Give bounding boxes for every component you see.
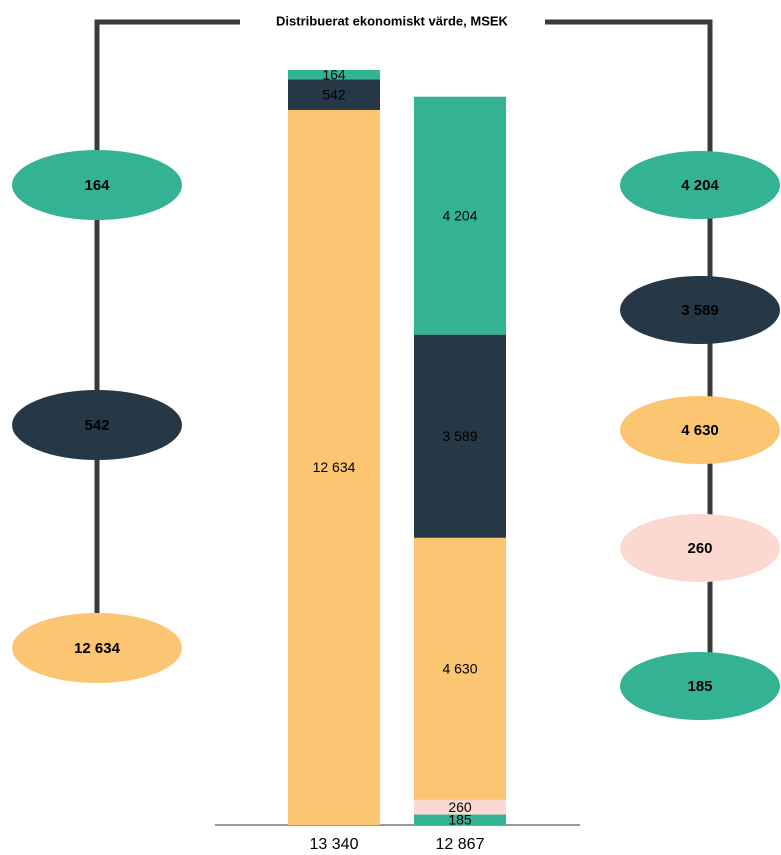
- callout-ellipse: [620, 151, 780, 219]
- callout-label: 260: [687, 540, 712, 557]
- data-label: 3 589: [442, 428, 477, 444]
- callout-ellipse: [620, 396, 780, 464]
- callout-ellipse: [620, 514, 780, 582]
- bar-segment: [414, 96, 506, 335]
- callout-label: 3 589: [681, 302, 719, 319]
- data-label: 4 204: [442, 207, 477, 223]
- x-tick-label: 13 340: [310, 836, 359, 853]
- callout-label: 4 204: [681, 177, 719, 194]
- bar-segment: [414, 334, 506, 538]
- callout-ellipse: [12, 390, 182, 460]
- data-label: 185: [448, 811, 472, 827]
- bracket-left: [94, 19, 240, 650]
- data-label: 164: [322, 66, 346, 82]
- bar-segment: [414, 799, 506, 815]
- x-tick-label: 12 867: [436, 836, 485, 853]
- data-label: 542: [322, 86, 346, 102]
- bar-segment: [288, 109, 380, 825]
- callout-label: 164: [84, 177, 110, 194]
- bracket-right: [545, 19, 713, 690]
- bar-segment: [288, 79, 380, 110]
- callout-label: 4 630: [681, 422, 719, 439]
- data-label: 12 634: [313, 459, 356, 475]
- callout-label: 12 634: [74, 640, 121, 657]
- callout-ellipse: [620, 652, 780, 720]
- callout-ellipse: [12, 150, 182, 220]
- bar-segment: [288, 70, 380, 80]
- bar-segment: [414, 814, 506, 825]
- callout-ellipse: [12, 613, 182, 683]
- callout-ellipse: [620, 276, 780, 344]
- callout-label: 542: [84, 417, 109, 434]
- data-label: 4 630: [442, 660, 477, 676]
- data-label: 260: [448, 799, 472, 815]
- chart-title: Distribuerat ekonomiskt värde, MSEK: [276, 13, 509, 28]
- title-backing: [268, 11, 517, 31]
- bar-segment: [414, 537, 506, 800]
- callout-label: 185: [687, 678, 712, 695]
